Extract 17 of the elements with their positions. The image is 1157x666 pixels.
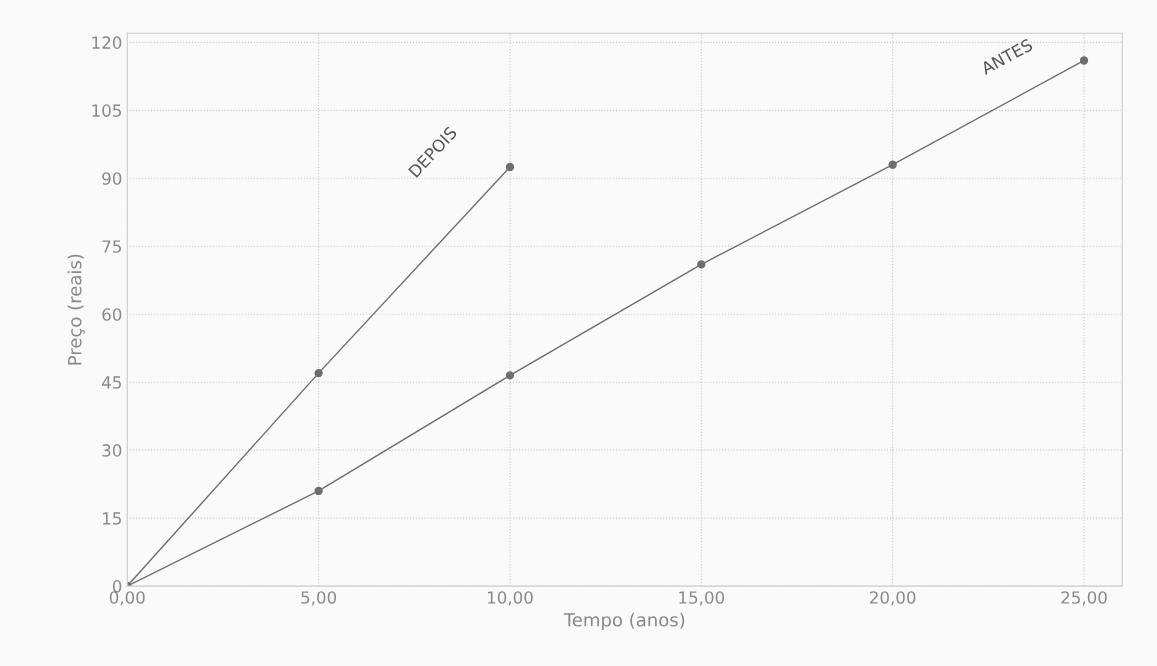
x-tick-label: 5,00 — [301, 591, 337, 606]
y-tick-label: 90 — [102, 172, 122, 185]
y-tick-label: 15 — [103, 512, 121, 525]
x-tick-label: 0,00 — [109, 591, 145, 606]
y-tick-label: 45 — [102, 376, 121, 389]
x-tick-label: 15,00 — [679, 591, 725, 606]
y-tick-label: 30 — [102, 444, 122, 457]
y-tick-label: 0 — [112, 580, 122, 593]
y-axis-title: Preço (reais) — [67, 254, 85, 365]
x-tick-label: 10,00 — [487, 591, 533, 606]
x-axis-title: Tempo (anos) — [563, 612, 685, 631]
y-tick-label: 120 — [92, 36, 122, 49]
x-tick-label: 25,00 — [1061, 591, 1107, 606]
y-tick-label: 60 — [102, 308, 122, 321]
x-tick-label: 20,00 — [870, 591, 916, 606]
y-tick-label: 105 — [92, 104, 121, 117]
y-tick-label: 75 — [102, 240, 121, 253]
